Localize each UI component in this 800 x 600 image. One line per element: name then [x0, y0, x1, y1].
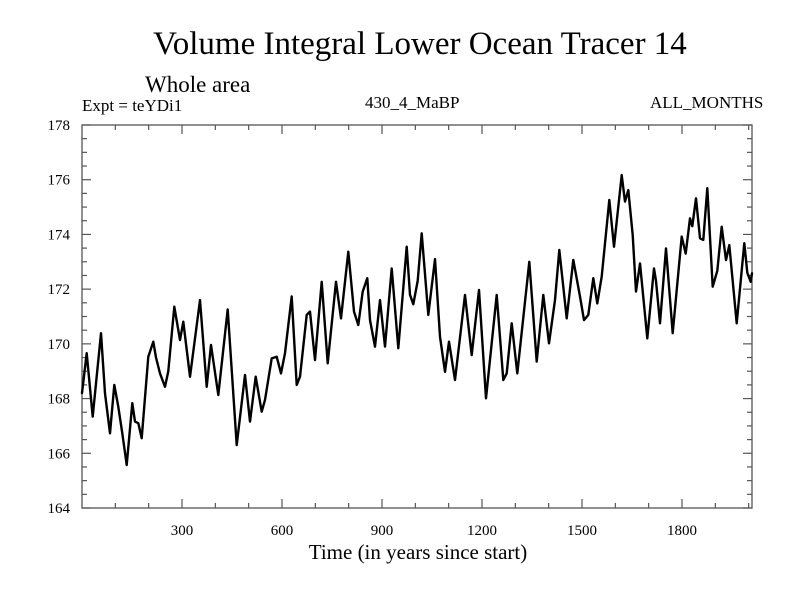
- chart-title: Volume Integral Lower Ocean Tracer 14: [153, 26, 687, 62]
- x-tick-label: 1200: [467, 523, 497, 539]
- y-tick-label: 164: [48, 501, 71, 517]
- y-tick-label: 168: [48, 392, 71, 408]
- axis-tick-labels: 300 600 900 1200 1500 1800 164 166 168 170 172 174 1…: [48, 118, 698, 539]
- y-tick-label: 178: [48, 118, 71, 134]
- plot-frame: [81, 124, 753, 509]
- experiment-label: Expt = teYDi1: [82, 96, 183, 115]
- x-tick-label: 300: [171, 523, 194, 539]
- y-tick-label: 176: [48, 173, 71, 189]
- x-tick-label: 900: [371, 523, 394, 539]
- series-line: [80, 173, 754, 467]
- x-tick-label: 600: [271, 523, 294, 539]
- x-tick-label: 1800: [667, 523, 697, 539]
- y-tick-label: 174: [48, 227, 71, 243]
- y-tick-label: 172: [48, 282, 71, 298]
- axis-ticks: [82, 124, 752, 509]
- run-label: 430_4_MaBP: [365, 93, 460, 112]
- x-axis-label: Time (in years since start): [308, 540, 528, 564]
- months-label: ALL_MONTHS: [650, 93, 764, 112]
- y-tick-label: 166: [48, 446, 71, 462]
- x-tick-label: 1500: [567, 523, 597, 539]
- y-tick-label: 170: [48, 337, 71, 353]
- chart-subtitle: Whole area: [145, 72, 251, 97]
